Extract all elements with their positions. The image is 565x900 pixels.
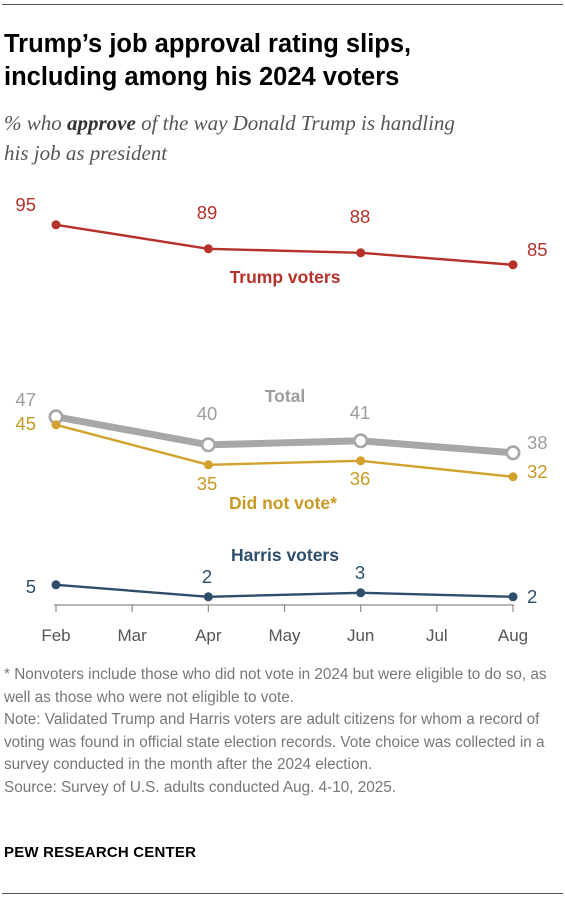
bottom-rule <box>2 893 563 894</box>
data-point-harris-voters-apr <box>203 592 213 602</box>
data-point-total-aug <box>505 445 521 461</box>
subtitle-prefix: % who <box>4 111 67 135</box>
series-did-not-vote: 45 35 36 32 Did not vote* <box>15 413 547 513</box>
series-harris-voters: 5 2 3 2 Harris voters <box>26 545 538 607</box>
data-label-trump-voters-feb: 95 <box>15 194 36 215</box>
x-axis: Feb Mar Apr May Jun Jul Aug <box>41 604 528 645</box>
x-tick-label-feb: Feb <box>41 626 70 645</box>
chart-title: Trump’s job approval rating slips, includ… <box>4 28 560 94</box>
subtitle-line-2: his job as president <box>4 141 168 165</box>
title-line-2: including among his 2024 voters <box>4 63 400 91</box>
data-label-total-apr: 40 <box>197 403 218 424</box>
data-point-trump-voters-feb <box>51 220 61 230</box>
series-label-did-not-vote: Did not vote* <box>229 493 337 513</box>
data-point-did-not-vote-feb <box>51 420 61 430</box>
data-point-did-not-vote-jun <box>356 456 366 466</box>
series-label-trump-voters: Trump voters <box>230 267 341 287</box>
chart-notes: * Nonvoters include those who did not vo… <box>4 664 560 799</box>
data-label-did-not-vote-aug: 32 <box>527 461 548 482</box>
series-line-trump-voters <box>54 223 515 266</box>
data-point-total-jun <box>353 433 369 449</box>
x-tick-label-aug: Aug <box>498 626 528 645</box>
data-label-did-not-vote-apr: 35 <box>197 473 218 494</box>
subtitle-line-1-rest: of the way Donald Trump is handling <box>135 111 455 135</box>
data-label-harris-voters-aug: 2 <box>527 586 537 607</box>
data-label-total-feb: 47 <box>15 389 36 410</box>
data-point-trump-voters-jun <box>356 248 366 258</box>
series-label-harris-voters: Harris voters <box>231 545 339 565</box>
data-point-harris-voters-aug <box>508 592 518 602</box>
data-label-total-jun: 41 <box>350 402 371 423</box>
series-line-did-not-vote <box>54 423 515 478</box>
data-point-trump-voters-aug <box>508 260 518 270</box>
methodology-note: Note: Validated Trump and Harris voters … <box>4 711 545 773</box>
data-label-did-not-vote-jun: 36 <box>350 468 371 489</box>
title-line-1: Trump’s job approval rating slips, <box>4 30 412 58</box>
org-credit: PEW RESEARCH CENTER <box>4 844 197 861</box>
data-label-did-not-vote-feb: 45 <box>15 413 36 434</box>
source-note: Source: Survey of U.S. adults conducted … <box>4 778 397 796</box>
x-tick-label-may: May <box>268 626 301 645</box>
data-point-did-not-vote-apr <box>203 460 213 470</box>
x-tick-label-jul: Jul <box>426 626 448 645</box>
subtitle-emphasis: approve <box>67 111 136 135</box>
series-total: 47 40 41 38 Total <box>15 386 548 461</box>
data-point-did-not-vote-aug <box>508 472 518 482</box>
data-label-total-aug: 38 <box>527 432 548 453</box>
nonvoter-footnote: * Nonvoters include those who did not vo… <box>4 666 547 706</box>
data-label-trump-voters-apr: 89 <box>197 202 218 223</box>
data-label-trump-voters-aug: 85 <box>527 239 548 260</box>
data-point-harris-voters-jun <box>356 588 366 598</box>
data-label-trump-voters-jun: 88 <box>350 206 371 227</box>
series-line-total <box>52 413 517 457</box>
top-rule <box>2 4 563 5</box>
x-tick-label-apr: Apr <box>195 626 222 645</box>
data-label-harris-voters-feb: 5 <box>26 576 36 597</box>
series-trump-voters: 95 89 88 85 Trump voters <box>15 194 547 287</box>
data-label-harris-voters-apr: 2 <box>202 566 212 587</box>
series-label-total: Total <box>265 386 306 406</box>
data-point-harris-voters-feb <box>51 580 61 590</box>
x-tick-label-mar: Mar <box>118 626 148 645</box>
data-point-trump-voters-apr <box>203 244 213 254</box>
chart-subtitle: % who approve of the way Donald Trump is… <box>4 108 560 168</box>
data-point-total-apr <box>200 437 216 453</box>
series-line-harris-voters <box>54 583 515 598</box>
x-tick-label-jun: Jun <box>347 626 374 645</box>
data-label-harris-voters-jun: 3 <box>355 562 365 583</box>
